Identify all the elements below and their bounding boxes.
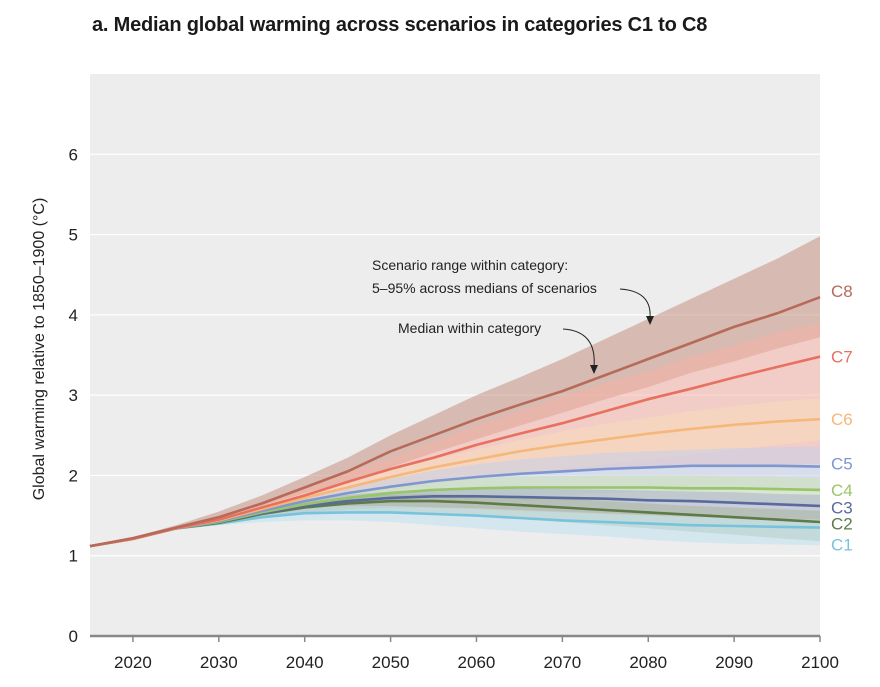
series-label-c4: C4: [831, 481, 853, 500]
x-tick-label: 2030: [200, 653, 238, 672]
band-c3: [90, 488, 820, 547]
annotation-range-arrow: [619, 288, 651, 319]
series-label-c8: C8: [831, 282, 853, 301]
y-tick-label: 2: [69, 466, 78, 485]
series-label-c2: C2: [831, 515, 853, 534]
annotation-range-line2: 5–95% across medians of scenarios: [372, 280, 597, 296]
median-lines: [89, 295, 821, 548]
x-tick-label: 2060: [458, 653, 496, 672]
y-tick-label: 0: [69, 627, 78, 646]
x-tick-label: 2080: [629, 653, 667, 672]
y-tick-label: 6: [69, 145, 78, 164]
series-label-c5: C5: [831, 454, 853, 473]
y-tick-label: 5: [69, 226, 78, 245]
x-tick-label: 2040: [286, 653, 324, 672]
band-c7: [90, 322, 820, 547]
series-label-c7: C7: [831, 348, 853, 367]
series-label-c3: C3: [831, 499, 853, 518]
annotation-median-arrowhead: [590, 365, 598, 374]
series-label-c6: C6: [831, 410, 853, 429]
x-tick-label: 2100: [801, 653, 839, 672]
y-tick-label: 4: [69, 306, 78, 325]
x-tick-label: 2090: [715, 653, 753, 672]
annotation-median-arrow: [562, 328, 595, 368]
median-line-c7: [89, 355, 821, 548]
y-axis-title: Global warming relative to 1850–1900 (°C…: [31, 198, 48, 501]
y-tick-label: 3: [69, 386, 78, 405]
band-c2: [90, 493, 820, 547]
series-label-c1: C1: [831, 535, 853, 554]
x-tick-label: 2070: [543, 653, 581, 672]
x-tick-label: 2020: [114, 653, 152, 672]
annotation-range-line1: Scenario range within category:: [372, 257, 568, 273]
chart-title: a. Median global warming across scenario…: [92, 14, 708, 36]
y-tick-label: 1: [69, 547, 78, 566]
median-line-c8: [89, 295, 821, 548]
annotation-range-arrowhead: [646, 316, 654, 325]
axes: 2020 2030 2040 2050 2060 2070 2080 2090 2100 0 1 2 3…: [69, 145, 839, 672]
annotations: Scenario range within category: 5–95% ac…: [372, 257, 654, 374]
x-tick-label: 2050: [372, 653, 410, 672]
annotation-median: Median within category: [398, 320, 541, 336]
